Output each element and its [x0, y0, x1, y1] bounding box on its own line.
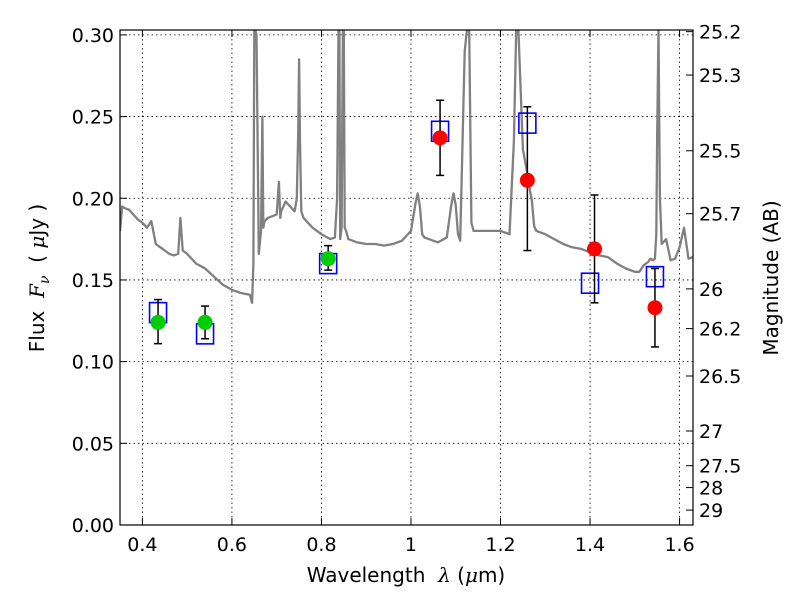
y2-axis-title: Magnitude (AB): [759, 200, 783, 355]
x-axis-title-symbol: λ: [437, 563, 451, 587]
x-tick-label: 1.2: [485, 534, 515, 556]
grid: [120, 30, 693, 526]
y-axis-title-sub: ν: [37, 275, 53, 284]
y-tick-label: 0.10: [72, 352, 114, 374]
optical-data-point: [320, 251, 336, 267]
y2-tick-label: 26: [699, 279, 723, 301]
y2-tick-label: 26.2: [699, 319, 741, 341]
nir-data-point: [587, 241, 603, 257]
x-axis-title-prefix: Wavelength: [307, 563, 438, 587]
y2-tick-label: 25.7: [699, 204, 741, 226]
x-tick-label: 1.4: [575, 534, 605, 556]
y2-tick-label: 25.2: [699, 22, 741, 44]
nir-data-point: [647, 300, 663, 316]
x-tick-label: 0.6: [217, 534, 247, 556]
y-tick-label: 0.30: [72, 25, 114, 47]
x-axis-title-mu: μ: [465, 563, 478, 587]
y-axis-title-symbol: F: [25, 283, 49, 299]
y2-tick-label: 25.5: [699, 141, 741, 163]
x-axis-title-open: (: [451, 563, 465, 587]
y-tick-label: 0.00: [72, 515, 114, 537]
plot-area: [120, 30, 693, 348]
observed-points: [150, 130, 663, 330]
y2-tick-label: 26.5: [699, 366, 741, 388]
optical-data-point: [150, 314, 166, 330]
nir-data-point: [432, 130, 448, 146]
y2-tick-label: 27: [699, 421, 723, 443]
y2-tick-label: 27.5: [699, 456, 741, 478]
model-spectrum-line: [120, 30, 693, 304]
y-axis-title: Flux Fν ( μJy ): [25, 204, 53, 352]
x-tick-label: 1.6: [664, 534, 694, 556]
y-axis-title-unit: Jy ): [25, 204, 49, 238]
y2-tick-label: 29: [699, 500, 723, 522]
x-tick-label: 1: [405, 534, 417, 556]
nir-data-point: [519, 172, 535, 188]
y-axis-title-prefix: Flux: [25, 298, 49, 352]
y-axis-title-mid: (: [25, 249, 49, 276]
y-axis-title-mu: μ: [25, 236, 49, 249]
y-tick-label: 0.20: [72, 188, 114, 210]
y2-tick-label: 28: [699, 478, 723, 500]
y2-tick-label: 25.3: [699, 65, 741, 87]
axis-ticks: 0.4 0.6 0.8 1 1.2 1.4 1.6 0.00 0.05 0.10 0.15 0.20 0…: [72, 22, 742, 556]
y-tick-label: 0.15: [72, 270, 114, 292]
x-tick-label: 0.4: [127, 534, 157, 556]
x-tick-label: 0.8: [306, 534, 336, 556]
x-axis-title: Wavelength λ (μm): [307, 563, 506, 587]
bandpass-square-marker: [580, 272, 600, 295]
y-tick-label: 0.05: [72, 433, 114, 455]
y-tick-label: 0.25: [72, 107, 114, 129]
x-axis-title-unit: m): [478, 563, 505, 587]
optical-data-point: [197, 314, 213, 330]
plot-frame: [119, 29, 694, 526]
